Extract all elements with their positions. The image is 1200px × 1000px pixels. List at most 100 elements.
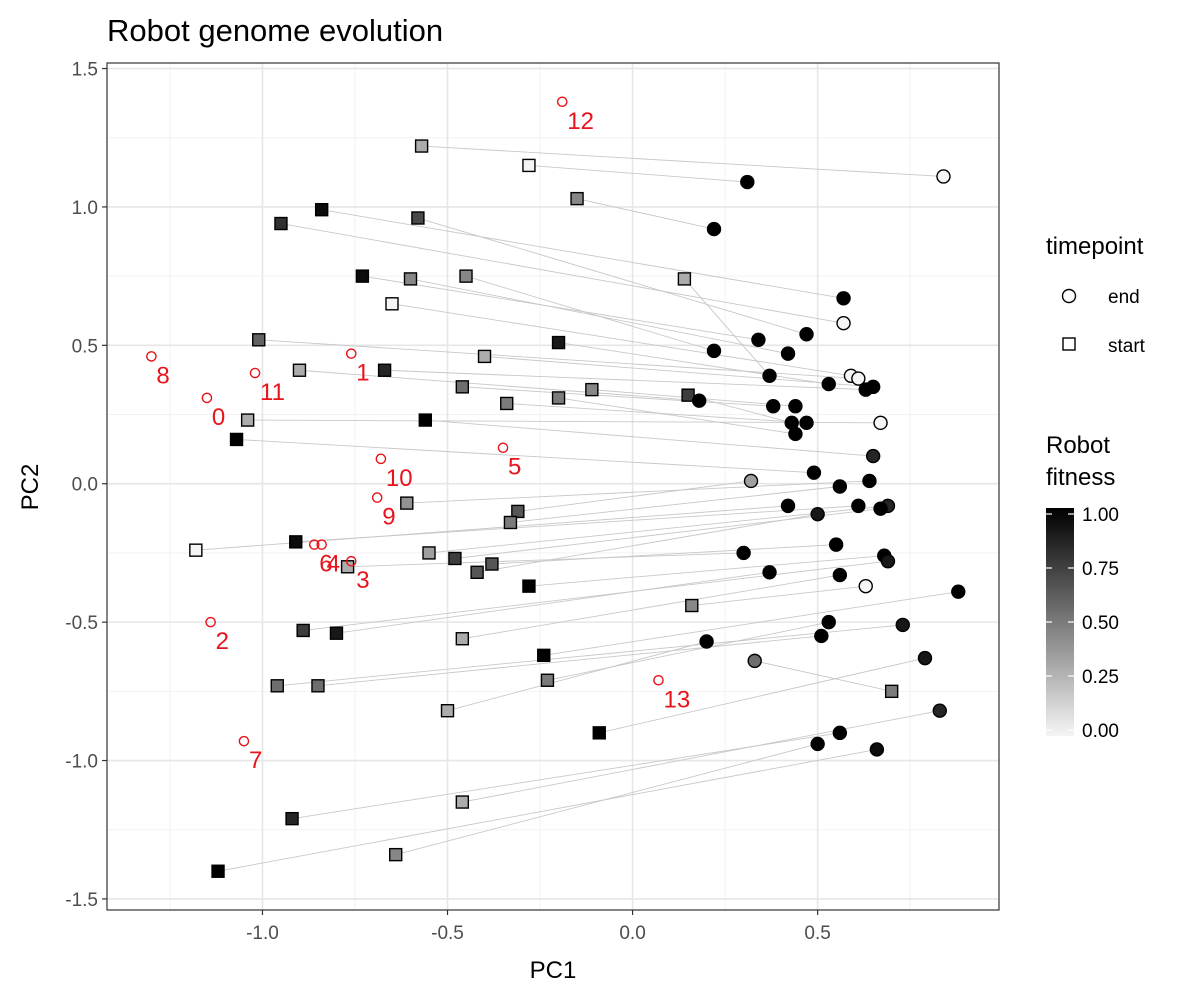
end-point <box>706 221 722 237</box>
start-point <box>296 623 310 638</box>
end-point <box>788 426 803 442</box>
annotation-label: 13 <box>663 686 690 713</box>
annotation-point <box>653 674 664 686</box>
annotation-point <box>238 735 250 747</box>
end-point <box>828 537 844 552</box>
y-tick-label: 1.0 <box>72 198 98 219</box>
trajectory-line <box>558 397 796 435</box>
end-point <box>766 399 781 414</box>
start-point <box>252 333 266 347</box>
start-point <box>884 684 899 699</box>
end-point <box>821 376 836 392</box>
start-point <box>551 391 566 405</box>
trajectory-line <box>295 505 859 543</box>
trajectory-line <box>454 508 881 559</box>
start-point <box>411 211 425 225</box>
start-point <box>400 496 414 510</box>
start-point <box>311 679 325 693</box>
chart-title: Robot genome evolution <box>107 13 443 48</box>
end-point <box>788 399 803 414</box>
start-point <box>422 546 436 560</box>
end-point <box>743 473 759 489</box>
end-point <box>832 567 848 583</box>
start-point <box>340 560 355 574</box>
legend-fitness-title-line1: Robot <box>1046 432 1110 459</box>
end-point <box>780 498 796 514</box>
end-point <box>832 479 848 494</box>
end-point <box>851 371 866 386</box>
start-point <box>270 679 284 693</box>
trajectory-line <box>599 657 926 734</box>
start-point <box>440 704 455 718</box>
annotation-label: 11 <box>260 379 285 406</box>
start-point <box>414 139 429 153</box>
start-point <box>314 203 329 217</box>
end-point <box>814 628 829 644</box>
end-point <box>880 554 896 569</box>
annotation-label: 3 <box>356 567 369 594</box>
annotation-point <box>308 539 320 550</box>
end-point <box>699 634 714 649</box>
annotation-point <box>556 96 568 108</box>
end-point <box>873 415 888 431</box>
colorbar-tick-label: 1.00 <box>1082 505 1119 526</box>
trajectory-line <box>195 505 789 551</box>
start-points <box>189 139 899 878</box>
end-point <box>858 578 873 594</box>
annotation-label: 2 <box>216 628 229 655</box>
legend-fitness: Robot fitness 1.00 0.75 0.50 0.25 0.00 <box>1046 432 1119 742</box>
y-tick-label: -1.0 <box>65 752 98 773</box>
trajectory-line <box>447 641 707 712</box>
start-point <box>385 297 399 311</box>
trajectory-line <box>347 552 744 568</box>
end-point <box>706 343 722 359</box>
annotation-point <box>371 492 383 503</box>
start-point <box>292 363 307 377</box>
y-tick-label: -1.5 <box>65 890 98 911</box>
trajectory-line <box>528 164 748 183</box>
end-point <box>917 650 933 666</box>
start-point <box>240 413 255 427</box>
trajectory-line <box>321 209 844 299</box>
y-tick-label: 0.5 <box>72 336 98 357</box>
colorbar-tick-label: 0.00 <box>1082 721 1119 742</box>
trajectory-line <box>406 480 870 504</box>
x-tick-label: -1.0 <box>246 923 279 944</box>
y-tick-label: 0.0 <box>72 475 98 496</box>
start-point <box>289 535 303 549</box>
plot-panel-border <box>106 62 1000 911</box>
legend-start-square-icon <box>1062 337 1076 351</box>
grid <box>107 63 999 910</box>
legend-start-label: start <box>1108 336 1146 357</box>
trajectory-line <box>421 145 944 177</box>
trajectory-line <box>417 217 807 335</box>
trajectory-line <box>384 369 866 391</box>
start-point <box>522 158 536 173</box>
start-point <box>448 551 462 566</box>
end-point <box>810 736 825 752</box>
start-point <box>585 382 599 397</box>
x-tick-label: 0.5 <box>804 923 830 944</box>
legend-end-label: end <box>1108 287 1140 308</box>
annotation-point <box>316 539 327 550</box>
end-point <box>799 327 814 342</box>
colorbar-tick-label: 0.25 <box>1082 667 1119 688</box>
annotation-label: 8 <box>156 362 169 389</box>
trajectory-line <box>576 198 715 230</box>
start-point <box>455 632 470 646</box>
annotation-label: 6 <box>319 551 332 578</box>
trajectory-line <box>236 438 814 474</box>
y-tick-label: -0.5 <box>65 613 98 634</box>
trajectory-line <box>247 419 881 424</box>
annotation-point <box>205 616 216 628</box>
start-point <box>189 543 203 557</box>
trajectory-line <box>362 275 759 341</box>
start-point <box>677 272 692 286</box>
start-point <box>485 557 499 571</box>
y-axis: -1.5 -1.0 -0.5 0.0 0.5 1.0 1.5 <box>65 60 107 911</box>
end-point <box>747 653 762 669</box>
start-point <box>522 579 536 593</box>
trajectory-line <box>291 732 840 820</box>
x-axis: -1.0 -0.5 0.0 0.5 <box>246 910 831 944</box>
end-point <box>865 448 881 464</box>
